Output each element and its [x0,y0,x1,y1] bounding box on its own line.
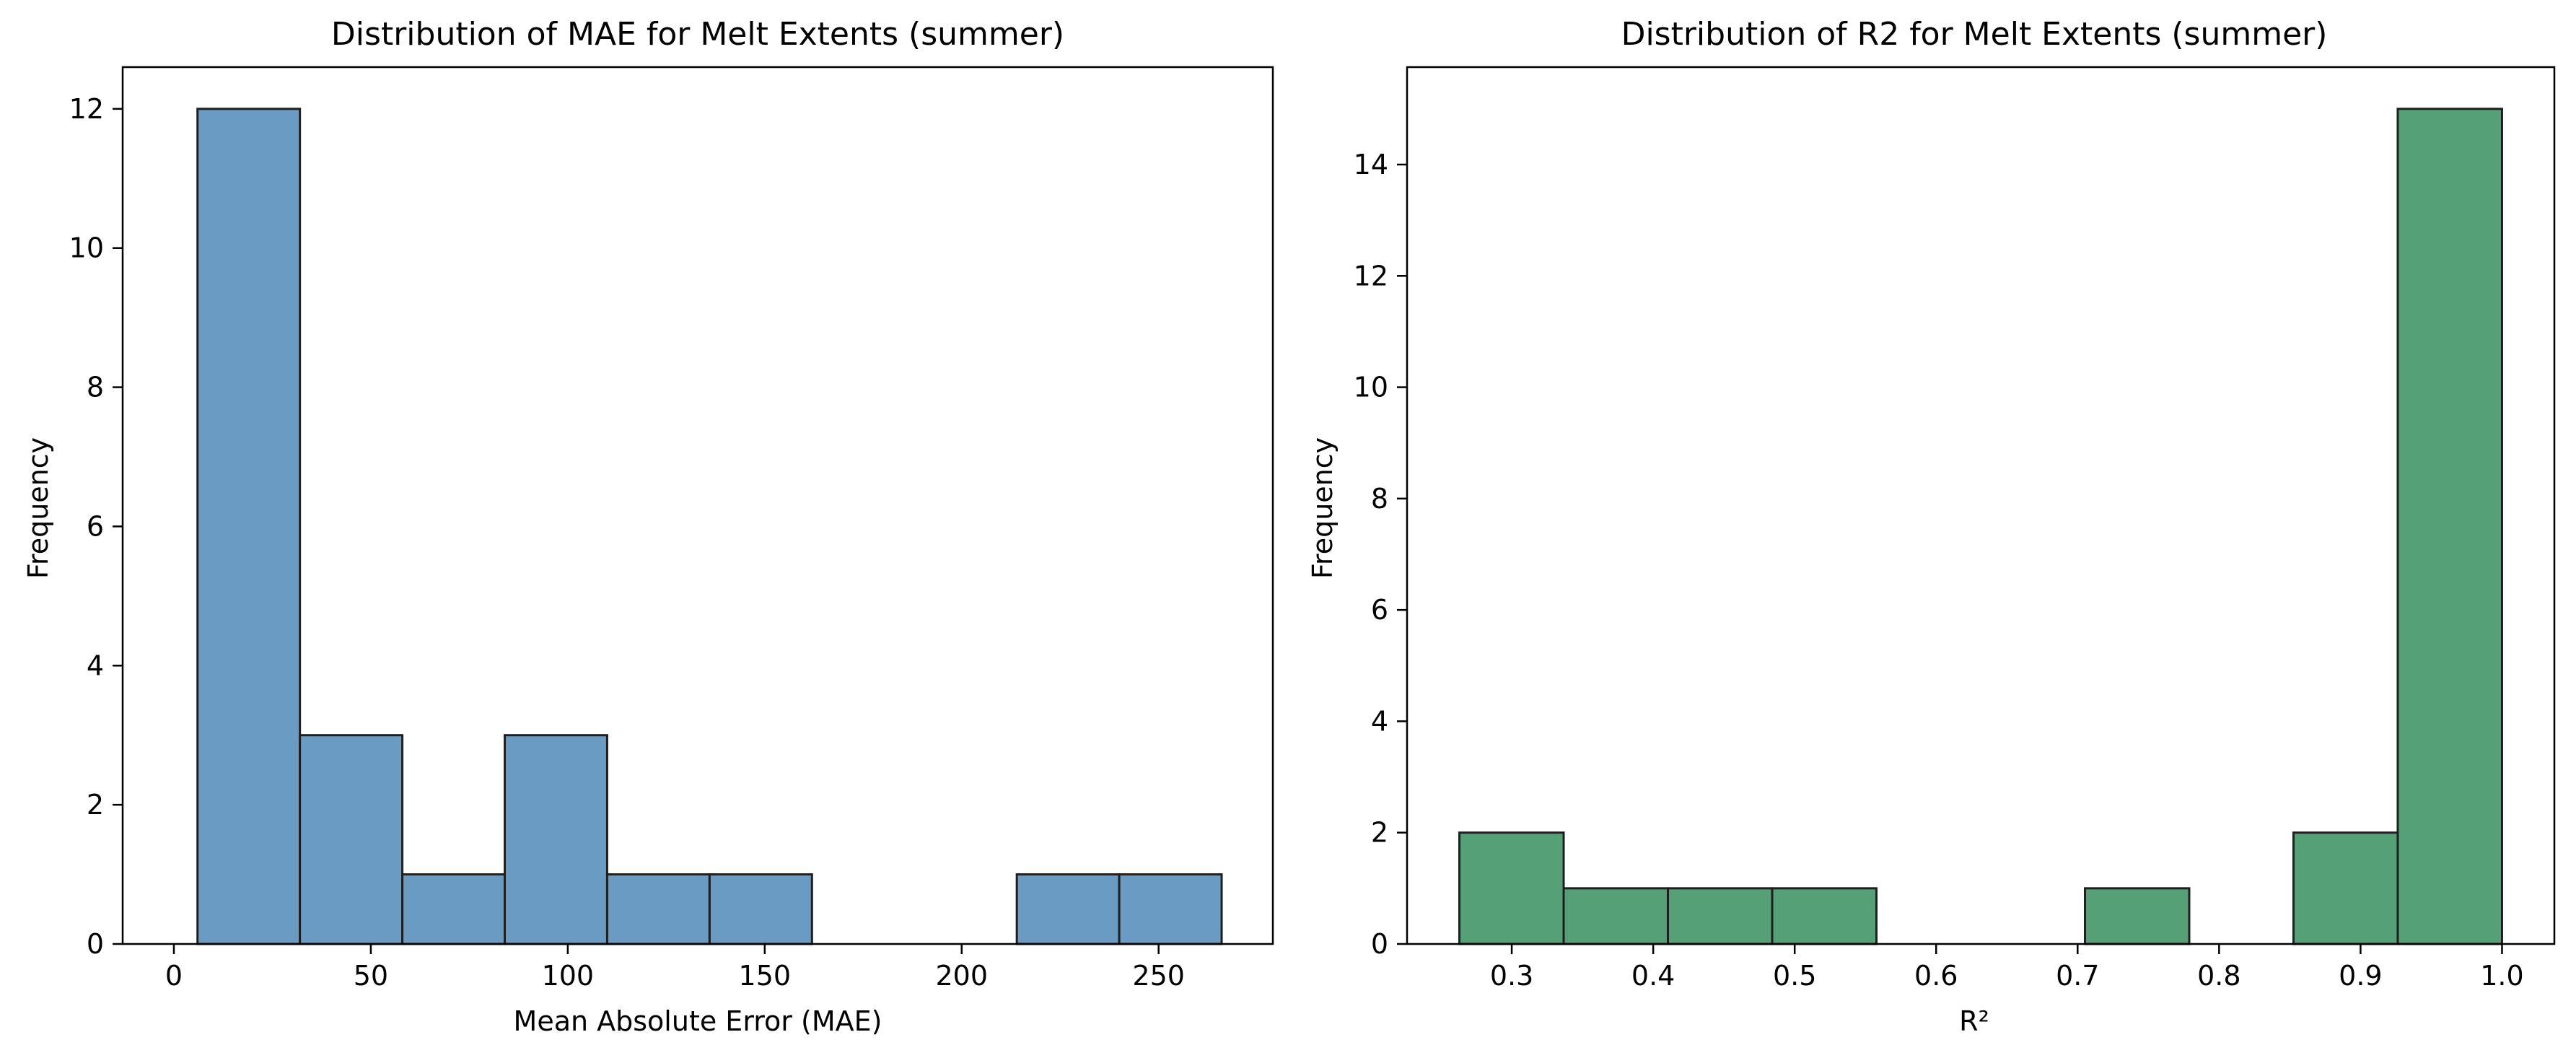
mae-histogram-panel: Distribution of MAE for Melt Extents (su… [22,16,1274,1037]
mae-x-tick-label-3: 150 [739,960,792,992]
r2-bar-0 [1458,831,1565,945]
r2-bar-1 [1562,887,1670,945]
r2-bar-8 [2292,831,2399,945]
mae-bar-2 [401,873,507,945]
r2-histogram-panel: Distribution of R2 for Melt Extents (sum… [1307,16,2556,1037]
r2-bar-3 [1771,887,1878,945]
r2-bar-2 [1667,887,1774,945]
mae-y-tick-label-6: 12 [69,93,104,125]
mae-y-tick-label-2: 4 [87,650,104,681]
mae-chart-title: Distribution of MAE for Melt Extents (su… [331,16,1064,53]
mae-bar-0 [196,108,302,945]
mae-y-tick-label-0: 0 [87,928,104,960]
r2-bars [1458,108,2503,945]
mae-y-tick-label-1: 2 [87,789,104,821]
mae-bar-9 [1118,873,1223,945]
mae-bar-8 [1015,873,1121,945]
mae-x-tick-label-4: 200 [935,960,988,992]
mae-y-axis-label: Frequency [22,437,54,579]
r2-y-tick-label-1: 2 [1371,817,1388,849]
mae-axes-frame [121,66,1274,945]
r2-y-tick-label-3: 6 [1371,594,1388,626]
r2-x-axis-label: R² [1959,1005,1989,1037]
mae-x-axis-label: Mean Absolute Error (MAE) [514,1005,882,1037]
r2-x-tick-label-6: 0.9 [2339,960,2382,992]
mae-x-tick-label-2: 100 [542,960,595,992]
r2-x-tick-label-1: 0.4 [1631,960,1675,992]
r2-x-tick-label-7: 1.0 [2480,960,2523,992]
mae-bar-4 [605,873,711,945]
mae-x-tick-label-5: 250 [1132,960,1185,992]
mae-y-tick-label-4: 8 [87,372,104,403]
r2-y-tick-label-5: 10 [1354,372,1388,403]
r2-x-tick-label-2: 0.5 [1773,960,1816,992]
mae-y-tick-label-3: 6 [87,510,104,542]
mae-bar-3 [504,734,608,945]
r2-axes-frame [1406,66,2556,945]
r2-x-tick-label-0: 0.3 [1490,960,1533,992]
r2-bar-6 [2083,887,2191,945]
r2-x-tick-label-4: 0.7 [2056,960,2099,992]
r2-y-tick-label-0: 0 [1371,928,1388,960]
r2-y-axis-label: Frequency [1307,437,1339,579]
r2-bar-9 [2396,108,2503,945]
mae-y-tick-label-5: 10 [69,232,104,264]
r2-x-tick-label-5: 0.8 [2197,960,2240,992]
r2-y-tick-label-6: 12 [1354,260,1388,292]
mae-bar-5 [708,873,813,945]
r2-y-tick-label-4: 8 [1371,483,1388,515]
r2-y-tick-label-7: 14 [1354,149,1388,180]
r2-y-tick-label-2: 4 [1371,705,1388,737]
mae-bars [196,108,1223,945]
r2-x-tick-label-3: 0.6 [1914,960,1958,992]
mae-bar-1 [299,734,404,945]
mae-x-tick-label-1: 50 [354,960,388,992]
r2-chart-title: Distribution of R2 for Melt Extents (sum… [1621,16,2328,53]
mae-x-tick-label-0: 0 [165,960,183,992]
